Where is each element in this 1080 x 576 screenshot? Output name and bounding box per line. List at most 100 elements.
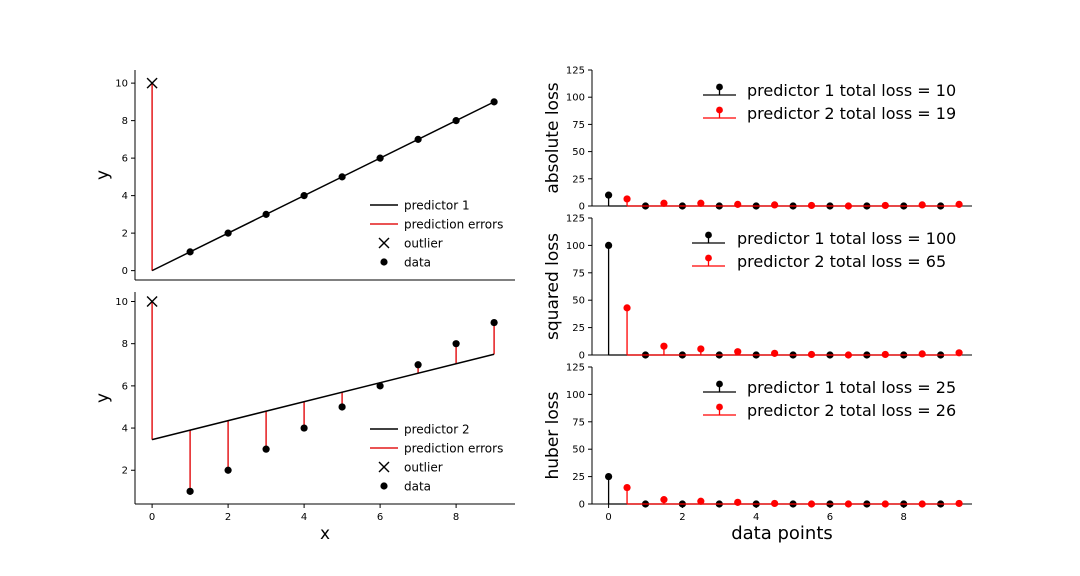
chart-0-data-point bbox=[262, 210, 270, 218]
chart-3-legend-swatch bbox=[705, 231, 712, 239]
chart-1-ytick-label: 10 bbox=[115, 297, 128, 308]
chart-1-legend-label: predictor 2 bbox=[404, 423, 470, 437]
chart-0-outlier-marker-stroke-b bbox=[146, 77, 158, 89]
chart-1-xtick-label: 8 bbox=[453, 512, 459, 523]
chart-1-predictor-line bbox=[151, 353, 495, 441]
chart-2-stem-marker bbox=[881, 201, 889, 210]
chart-1-xlabel: x bbox=[320, 524, 330, 544]
chart-0-predictor-line bbox=[151, 101, 495, 272]
chart-1-legend-label: data bbox=[404, 480, 431, 494]
chart-1-ytick-label: 8 bbox=[122, 339, 128, 350]
chart-4-xtick-label: 8 bbox=[901, 512, 907, 523]
chart-2-stem-marker bbox=[955, 200, 963, 208]
chart-3-stem-marker bbox=[807, 350, 816, 359]
chart-4-xtick-label: 2 bbox=[679, 512, 685, 523]
chart-1-ylabel: y bbox=[93, 393, 113, 403]
chart-4-stem-marker bbox=[955, 499, 963, 508]
chart-0-data-point bbox=[338, 173, 346, 181]
chart-4-xtick-label: 4 bbox=[753, 512, 759, 523]
chart-1-legend-label: prediction errors bbox=[404, 442, 503, 456]
chart-4-ytick-label: 0 bbox=[579, 500, 585, 511]
chart-0-ytick-label: 6 bbox=[122, 154, 128, 165]
chart-0-legend-label: prediction errors bbox=[404, 218, 503, 232]
chart-1-data-point bbox=[262, 445, 270, 453]
chart-3-ytick-label: 0 bbox=[579, 351, 585, 362]
chart-0-data-point bbox=[224, 229, 232, 237]
chart-1-outlier-marker-stroke-b bbox=[146, 295, 158, 307]
chart-4-legend-swatch bbox=[716, 380, 723, 388]
chart-3-ylabel: squared loss bbox=[543, 233, 563, 340]
chart-0-ytick-label: 8 bbox=[122, 116, 128, 127]
chart-1-data-point bbox=[338, 403, 346, 411]
chart-4-ytick-label: 25 bbox=[572, 472, 585, 483]
chart-1-xtick-label: 2 bbox=[225, 512, 231, 523]
chart-4-stem-marker bbox=[844, 500, 853, 508]
chart-0-data-point bbox=[186, 248, 194, 256]
chart-3-legend-label: predictor 1 total loss = 100 bbox=[737, 229, 956, 248]
chart-3-ytick-label: 50 bbox=[572, 296, 585, 307]
chart-3-stem-marker bbox=[660, 342, 668, 350]
chart-1-data-point bbox=[376, 382, 384, 390]
chart-1-data-point bbox=[490, 318, 498, 327]
chart-0-data-point bbox=[376, 154, 384, 162]
chart-3-stem-marker bbox=[623, 304, 631, 312]
chart-0-ytick-label: 10 bbox=[115, 79, 128, 90]
chart-1-xtick-label: 0 bbox=[149, 512, 155, 523]
chart-4-ytick-label: 125 bbox=[566, 363, 585, 374]
chart-0-legend-swatch bbox=[380, 258, 388, 266]
chart-4-stem-marker bbox=[660, 496, 668, 504]
chart-0-ylabel: y bbox=[93, 170, 113, 180]
chart-2-stem-marker bbox=[605, 191, 613, 199]
chart-4-xtick-label: 6 bbox=[827, 512, 833, 523]
chart-4-legend-label: predictor 2 total loss = 26 bbox=[747, 401, 956, 420]
chart-3-stem-marker bbox=[881, 350, 889, 359]
chart-0-ytick-label: 0 bbox=[122, 266, 128, 277]
chart-4-stem-marker bbox=[881, 500, 889, 508]
chart-1-data-point bbox=[414, 361, 422, 369]
chart-4-stem-marker bbox=[918, 500, 926, 508]
chart-2-stem-marker bbox=[918, 201, 926, 209]
chart-4-legend-label: predictor 1 total loss = 25 bbox=[747, 378, 956, 397]
chart-3-stem-marker bbox=[918, 350, 926, 358]
chart-4-stem-marker bbox=[697, 497, 705, 505]
chart-2-stem-marker bbox=[807, 201, 816, 210]
chart-2-ytick-label: 50 bbox=[572, 147, 585, 158]
chart-3-legend-label: predictor 2 total loss = 65 bbox=[737, 252, 946, 271]
chart-4-stem-marker bbox=[623, 483, 631, 492]
chart-3-stem-marker bbox=[955, 349, 963, 357]
chart-0-legend-swatch-stroke-b bbox=[378, 237, 390, 249]
chart-2-legend-label: predictor 1 total loss = 10 bbox=[747, 81, 956, 100]
chart-1-data-point bbox=[452, 340, 460, 348]
chart-0-legend-label: predictor 1 bbox=[404, 199, 470, 213]
chart-3-stem-marker bbox=[734, 348, 742, 356]
chart-1-legend-swatch-stroke-b bbox=[378, 461, 390, 473]
chart-4-legend-swatch bbox=[716, 403, 723, 411]
chart-2-stem-marker bbox=[844, 202, 853, 210]
chart-1-xtick-label: 4 bbox=[301, 512, 307, 523]
chart-0-data-point bbox=[414, 135, 422, 143]
chart-1-ytick-label: 2 bbox=[122, 466, 128, 477]
chart-0-legend-label: data bbox=[404, 256, 431, 270]
chart-1-data-point bbox=[186, 487, 194, 495]
chart-4-xtick-label: 0 bbox=[605, 512, 611, 523]
chart-2-stem-marker bbox=[697, 199, 705, 207]
chart-4-ytick-label: 100 bbox=[566, 390, 585, 401]
chart-1-xtick-label: 6 bbox=[377, 512, 383, 523]
chart-3-ytick-label: 25 bbox=[572, 323, 585, 334]
chart-4-stem-marker bbox=[605, 473, 613, 481]
chart-2-ylabel: absolute loss bbox=[543, 82, 563, 193]
chart-2-ytick-label: 125 bbox=[566, 66, 585, 77]
chart-1-legend-label: outlier bbox=[404, 461, 443, 475]
chart-3-stem-marker bbox=[697, 345, 705, 353]
chart-3-stem-marker bbox=[605, 241, 613, 249]
chart-0-outlier-marker bbox=[146, 77, 158, 89]
chart-2-stem-marker bbox=[623, 195, 631, 203]
chart-1-data-point bbox=[300, 424, 308, 432]
chart-2-stem-marker bbox=[771, 201, 779, 209]
chart-3-ytick-label: 100 bbox=[566, 241, 585, 252]
chart-3-stem-marker bbox=[771, 349, 779, 357]
chart-1-data-point bbox=[224, 466, 232, 474]
chart-1-ytick-label: 4 bbox=[122, 424, 128, 435]
chart-0-ytick-label: 2 bbox=[122, 229, 128, 240]
chart-2-legend-swatch bbox=[716, 106, 723, 114]
